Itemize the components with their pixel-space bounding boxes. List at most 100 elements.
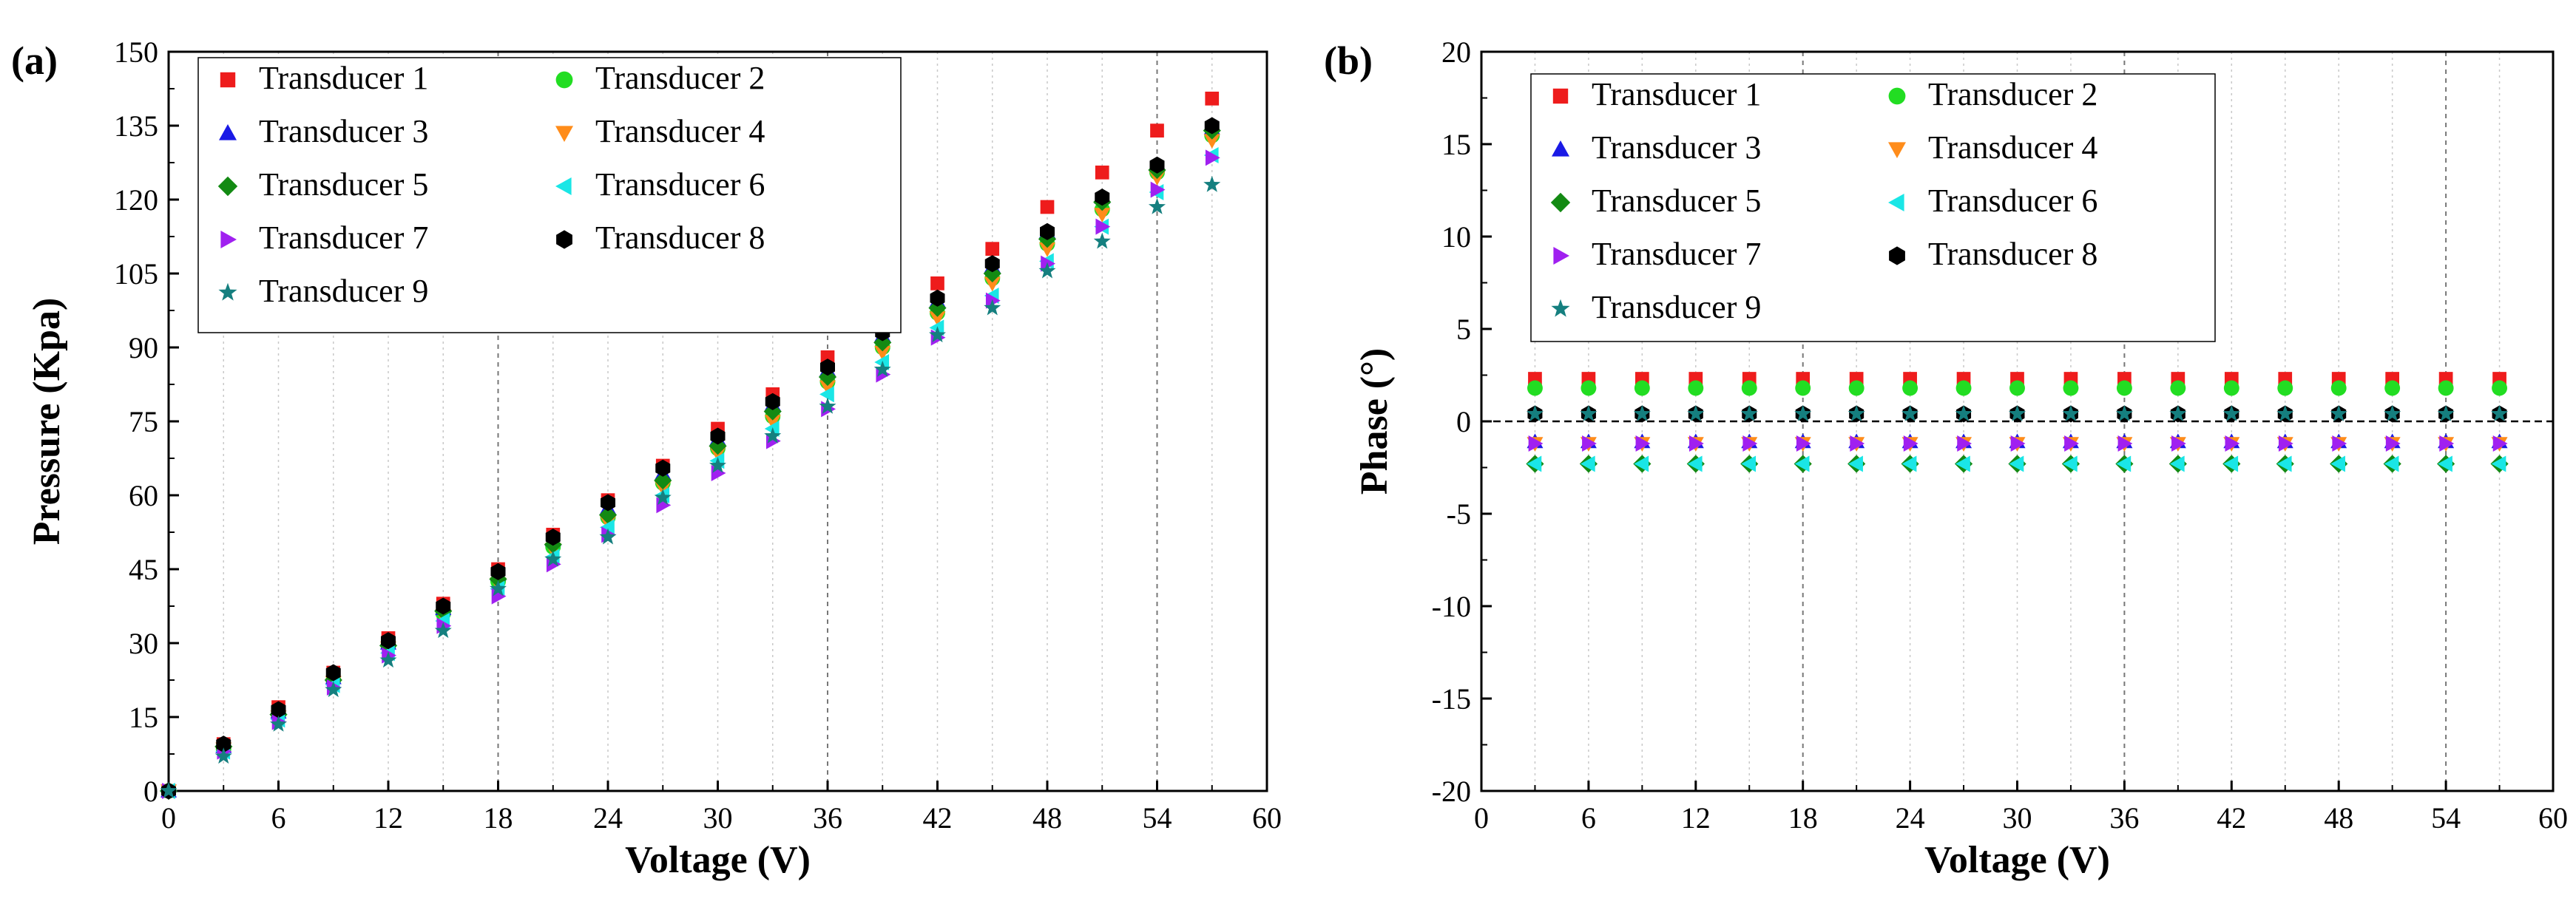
data-point [600,519,615,536]
data-point [1094,208,1111,222]
data-point [2438,455,2452,472]
data-point [1689,435,1704,452]
data-point [1742,435,1758,452]
data-point [2276,455,2292,472]
data-point [2330,404,2347,421]
data-point [1902,380,1919,396]
data-point [873,333,892,352]
data-point [434,622,452,639]
legend-marker [1551,299,1570,317]
legend-label: Transducer 2 [595,60,765,96]
data-point [1203,134,1220,149]
x-axis-title: Voltage (V) [625,839,811,881]
legend-box [1530,73,2216,342]
data-point [1794,455,1810,472]
data-point [819,380,836,395]
data-point [1850,435,1865,452]
legend-marker [1888,87,1906,105]
legend-marker [1889,246,1905,265]
data-point [1901,404,1919,421]
data-point [2223,455,2239,472]
legend-marker [555,177,572,195]
series-9 [160,175,1221,798]
data-point [873,360,891,377]
data-point [2276,404,2294,421]
legend-box [197,57,902,333]
series-6 [1527,455,2506,472]
legend-label: Transducer 5 [259,166,428,203]
x-tick-label: 18 [1788,801,1818,835]
data-point [983,264,1001,283]
data-point [2115,404,2133,421]
legend-label: Transducer 7 [259,220,428,256]
legend-label: Transducer 9 [259,273,428,309]
legend-marker [219,124,237,140]
chart-panel-b: 0 6 12 18 24 30 36 42 48 54 60 -20 -15 -10 -5 0 5 10 15 20 V… [1324,35,2568,881]
data-point [1741,380,1757,396]
data-point [216,736,231,753]
data-point [1040,200,1055,214]
data-point [2437,404,2455,421]
legend-marker [555,126,573,142]
legend-marker [555,71,573,89]
data-point [2222,404,2240,421]
y-tick-label: 0 [1456,405,1471,438]
data-point [2225,435,2240,452]
data-point [2062,404,2080,421]
y-tick-label: -15 [1432,682,1471,716]
legend-label: Transducer 8 [1928,236,2097,272]
data-point [2491,404,2509,421]
data-point [1740,404,1758,421]
x-axis-title: Voltage (V) [1924,839,2110,881]
data-point [709,456,727,473]
data-point [984,255,1000,273]
data-point [2223,380,2239,396]
data-point [2277,380,2293,396]
legend-label: Transducer 8 [595,220,765,256]
x-tick-label: 54 [1143,801,1172,835]
data-point [325,664,341,682]
data-point [1901,455,1917,472]
x-tick-label: 24 [1896,801,1925,835]
data-point [819,359,836,376]
legend-label: Transducer 9 [1592,289,1761,325]
data-point [544,550,562,567]
data-point [1795,380,1811,396]
data-point [2116,455,2132,472]
data-point [1687,404,1705,421]
y-tick-label: 105 [114,257,158,291]
y-tick-label: 75 [129,405,158,438]
data-point [1582,435,1597,452]
x-tick-label: 60 [1252,801,1282,835]
x-tick-label: 6 [1581,801,1596,835]
data-point [654,471,672,490]
data-point [380,632,396,650]
legend-label: Transducer 1 [259,60,428,96]
data-point [1634,380,1650,396]
y-tick-label: 0 [143,775,158,808]
data-point [930,276,944,291]
y-tick-label: -5 [1447,497,1471,531]
data-point [1633,404,1651,421]
data-point [1687,455,1703,472]
data-point [2062,455,2078,472]
data-point [2384,404,2401,421]
legend-label: Transducer 2 [1928,76,2097,112]
data-point [1635,435,1651,452]
y-tick-label: 90 [129,331,158,364]
data-point [1093,232,1111,249]
data-point [1095,188,1110,206]
data-point [545,529,561,546]
data-point [436,597,451,615]
series-7 [1528,435,2508,452]
data-point [985,242,1000,257]
data-point [764,421,780,437]
data-point [1688,380,1704,396]
panel-label: (b) [1324,38,1373,83]
data-point [2169,455,2185,472]
data-point [1038,262,1056,279]
y-tick-label: 5 [1456,313,1471,346]
data-point [1741,455,1757,472]
data-point [1580,455,1595,472]
